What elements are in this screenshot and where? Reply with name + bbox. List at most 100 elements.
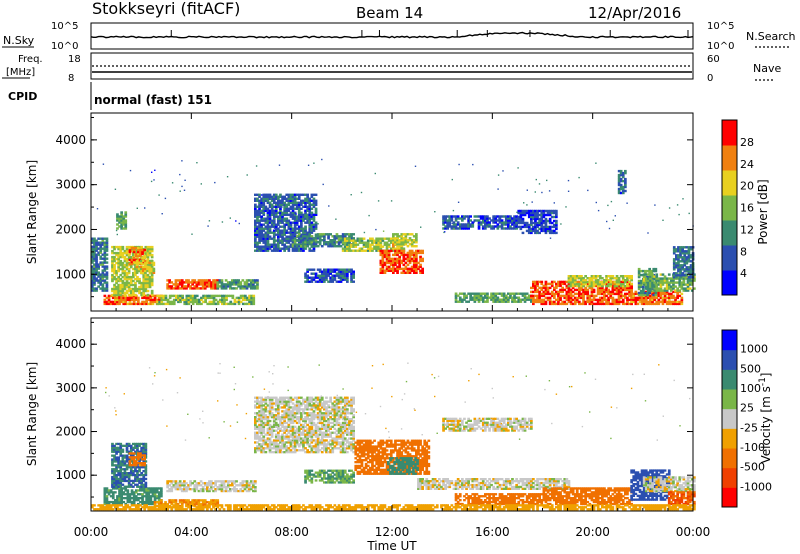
velocity-cell (144, 466, 148, 469)
power-cell (350, 245, 353, 248)
power-cell (229, 287, 232, 290)
power-cell (540, 280, 544, 284)
velocity-cell (122, 491, 126, 494)
power-cell (285, 211, 289, 214)
velocity-cell (111, 462, 114, 465)
power-cell (121, 283, 125, 287)
power-cell (341, 272, 345, 275)
power-cell (408, 233, 412, 236)
power-cell (123, 285, 127, 289)
power-cell (258, 205, 261, 208)
power-cell (113, 265, 116, 269)
power-cell (300, 201, 303, 204)
velocity-cell (142, 483, 146, 486)
power-cell (379, 247, 383, 250)
power-cell (270, 221, 274, 224)
velocity-cell (132, 464, 136, 467)
power-cell (655, 300, 659, 304)
power-cell (266, 249, 270, 252)
power-cell (254, 203, 257, 206)
power-cell (105, 271, 109, 274)
power-cell (536, 294, 539, 298)
power-cell (310, 239, 314, 242)
power-cell (343, 235, 347, 238)
power-cell (105, 285, 109, 288)
freq-panel (90, 52, 694, 80)
power-cell (320, 278, 324, 281)
power-cell (223, 302, 226, 306)
power-cell (153, 296, 157, 300)
power-cell (300, 203, 303, 206)
power-cell (642, 285, 645, 289)
power-cell (444, 215, 447, 218)
power-cell (262, 223, 266, 226)
power-cell (256, 281, 259, 284)
velocity-cell (120, 500, 123, 504)
power-cell (164, 294, 168, 298)
power-cell (584, 290, 587, 294)
power-cell (636, 298, 640, 302)
power-cell (532, 286, 535, 290)
velocity-cell (195, 482, 199, 485)
power-cell (415, 235, 418, 238)
power-cell (655, 285, 659, 288)
power-cell (594, 294, 598, 298)
power-cell (611, 282, 615, 286)
power-cell (452, 223, 456, 226)
power-cell (381, 249, 385, 253)
power-cell (333, 276, 337, 279)
power-cell (417, 251, 420, 255)
power-cell (260, 219, 263, 222)
power-cell (222, 287, 226, 290)
power-cell (256, 219, 259, 222)
velocity-cell (134, 446, 137, 449)
power-cell (621, 277, 625, 280)
power-cell (534, 225, 537, 229)
velocity-cell (199, 484, 203, 487)
velocity-cell (216, 486, 220, 489)
power-cell (293, 195, 297, 198)
power-cell (260, 211, 263, 214)
power-cell (617, 290, 621, 294)
power-cell (406, 251, 410, 255)
power-scatter-point (587, 189, 589, 192)
power-cell (256, 215, 259, 218)
power-cell (461, 298, 464, 301)
power-cell (229, 300, 233, 304)
power-cell (484, 225, 487, 228)
power-cell (329, 243, 332, 246)
power-cell (202, 300, 205, 304)
power-cell (297, 205, 301, 208)
power-cell (95, 245, 98, 248)
power-cell (611, 280, 615, 284)
power-cell (513, 215, 516, 218)
velocity-cell (121, 477, 125, 481)
power-cell (297, 215, 301, 218)
power-cell (306, 221, 309, 224)
power-cell (377, 249, 381, 252)
power-cell (678, 302, 682, 306)
power-cell (115, 261, 118, 265)
power-cell (189, 281, 192, 284)
power-cell (132, 291, 135, 295)
velocity-cell (180, 488, 184, 491)
power-cell (573, 292, 577, 296)
power-cell (651, 296, 654, 300)
power-cell (655, 277, 659, 280)
velocity-cell (157, 487, 161, 490)
power-cell (144, 261, 147, 265)
power-cell (291, 199, 295, 202)
power-cell (216, 287, 220, 290)
velocity-cell (224, 489, 228, 493)
power-cell (364, 245, 368, 248)
power-cell (448, 215, 452, 218)
power-cell (450, 219, 454, 222)
power-cell (592, 277, 596, 280)
power-cell (97, 263, 100, 266)
power-cell (477, 223, 481, 226)
power-cell (274, 197, 278, 200)
power-cell (358, 247, 362, 250)
power-cell (557, 302, 560, 306)
power-cell (626, 300, 629, 304)
power-cell (256, 227, 259, 230)
